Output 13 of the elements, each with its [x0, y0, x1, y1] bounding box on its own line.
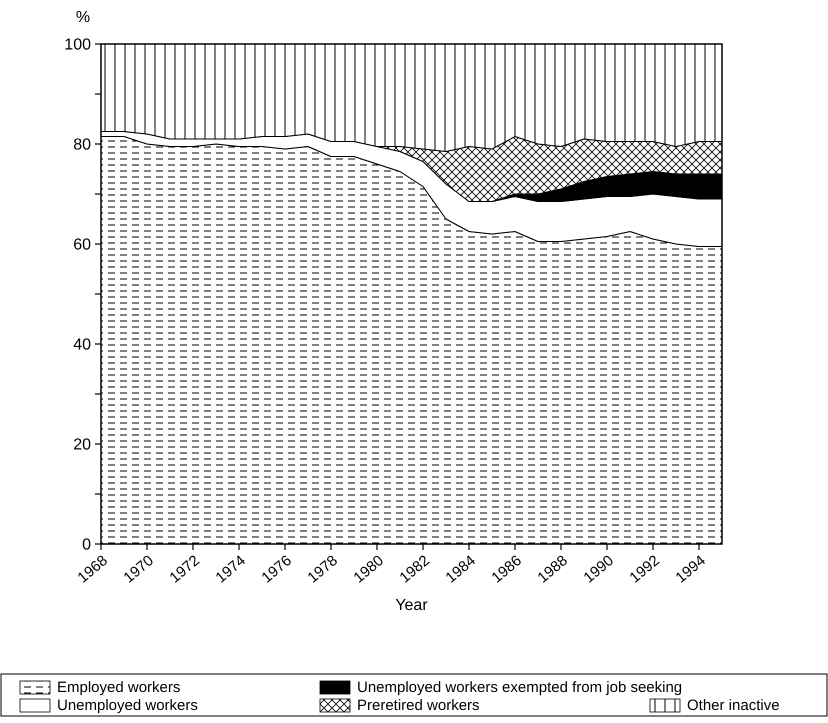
legend-label: Other inactive: [687, 697, 780, 714]
y-tick-label: 80: [73, 136, 92, 154]
legend-label: Unemployed workers exempted from job seeking: [357, 679, 682, 696]
legend-label: Employed workers: [57, 679, 180, 696]
y-tick-label: 40: [73, 336, 92, 354]
y-tick-label: 0: [82, 536, 92, 554]
y-tick-label: 100: [64, 36, 92, 54]
legend-label: Unemployed workers: [57, 697, 198, 714]
legend-label: Preretired workers: [357, 697, 480, 714]
x-axis-title: Year: [395, 597, 428, 614]
y-axis-title: %: [76, 9, 90, 26]
y-tick-label: 60: [73, 236, 92, 254]
y-tick-label: 20: [73, 436, 92, 454]
